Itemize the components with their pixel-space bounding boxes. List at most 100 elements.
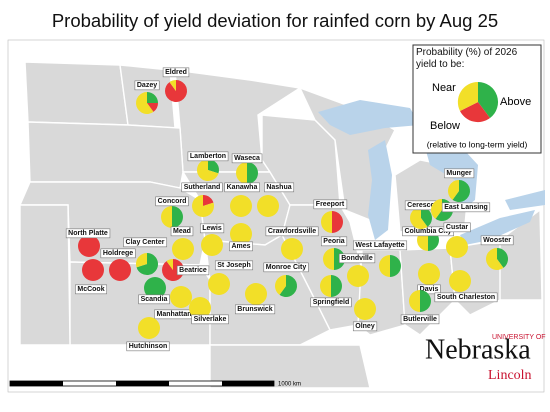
site-label: Lewis (202, 225, 222, 232)
site: Wooster (480, 235, 514, 271)
pie-slice-near (257, 195, 279, 217)
pie-slice-near (281, 238, 303, 260)
label-box (65, 228, 111, 239)
label-box (155, 196, 189, 207)
pie-slice-near (446, 236, 468, 258)
pie-slice-above (144, 277, 166, 299)
legend-below: Below (430, 120, 460, 132)
site: North Platte (65, 228, 111, 257)
site: Concord (155, 196, 189, 228)
pie-slice-above (147, 92, 158, 103)
site: Olney (352, 298, 378, 332)
site-label: Nashua (266, 184, 291, 191)
label-box (338, 253, 376, 264)
lake-michigan (368, 140, 392, 240)
label-box (234, 304, 276, 315)
site-label: Clay Center (126, 239, 165, 246)
site-label: Hutchinson (129, 343, 168, 350)
pie-slice-above (331, 275, 342, 297)
pie-slice-below (203, 195, 214, 206)
pie-slice-near (169, 80, 176, 91)
pie-slice-above (172, 206, 183, 228)
legend-note: (relative to long-term yield) (427, 139, 528, 149)
pie-slice-near (274, 275, 286, 295)
site: Mead (170, 226, 194, 260)
pie-slice-above (421, 207, 433, 227)
label-box (126, 341, 170, 352)
site-label: Holdrege (103, 250, 133, 257)
site: Springfield (310, 275, 352, 308)
label-box (400, 314, 440, 325)
pie-slice-near (486, 248, 504, 271)
legend-heading: Probability (%) of 2026 yield to be: (416, 47, 518, 70)
label-box (138, 294, 170, 305)
label-box (264, 182, 295, 193)
lake-ontario (505, 190, 545, 210)
pie-slice-near (347, 265, 369, 287)
label-box (443, 222, 471, 233)
scale-segment (222, 381, 274, 386)
label-box (444, 168, 475, 179)
pie-slice-near (208, 273, 230, 295)
site-label: Peoria (323, 238, 345, 245)
site-label: South Charleston (437, 294, 495, 301)
site-label: Eldred (165, 69, 187, 76)
site-label: Ames (231, 243, 250, 250)
legend-heading-box: Probability (%) of 2026 yield to be: (416, 47, 518, 70)
legend-near: Near (432, 82, 456, 94)
pie-slice-above (279, 275, 297, 297)
label-box (231, 153, 263, 164)
site-label: Columbia City (404, 228, 451, 235)
site-label: Waseca (234, 155, 260, 162)
label-box (191, 314, 229, 325)
site: St Joseph (208, 260, 254, 295)
pie-slice-near (245, 283, 267, 305)
state (19, 204, 71, 346)
pie-slice-below (161, 259, 184, 281)
pie-slice-near (323, 248, 334, 270)
label-box (434, 292, 498, 303)
title: Probability of yield deviation for rainf… (52, 10, 498, 31)
site: Dazey (134, 80, 160, 115)
legend-pie-near (457, 81, 478, 111)
logo-top: UNIVERSITY OF (492, 334, 546, 341)
site-label: Monroe City (266, 264, 307, 271)
site-label: West Lafayette (355, 242, 404, 249)
label-box (353, 240, 408, 251)
site: Bondville (338, 253, 376, 287)
site-label: Brunswick (237, 306, 273, 313)
label-box (134, 80, 160, 91)
scale-segment (116, 381, 169, 386)
label-box (480, 235, 514, 246)
site: South Charleston (434, 270, 498, 303)
pie-slice-above (420, 290, 431, 312)
pie-slice-below (147, 103, 158, 112)
label-box (187, 151, 229, 162)
site: Freeport (313, 199, 348, 233)
pie-slice-above (390, 255, 401, 277)
site: Custar (443, 222, 471, 258)
site: Waseca (231, 153, 263, 184)
site: Sutherland (181, 182, 223, 218)
site-label: Wooster (483, 237, 511, 244)
pie-slice-near (410, 207, 428, 229)
pie-slice-above (136, 253, 158, 275)
scale-bar: 1000 km (9, 380, 301, 388)
site: McCook (75, 259, 108, 295)
site: Monroe City (263, 262, 309, 297)
pie-slice-near (189, 297, 211, 319)
pie-slice-near (197, 159, 219, 182)
logo: UNIVERSITY OF Nebraska Lincoln (425, 334, 546, 383)
site-label: Munger (446, 170, 472, 177)
site-label: Mead (173, 228, 191, 235)
site: Crawfordsville (265, 226, 319, 260)
site: Davis (417, 263, 441, 295)
pie-slice-near (201, 234, 223, 256)
pie-slice-near (379, 255, 390, 277)
site-label: Custar (446, 224, 468, 231)
scale-segment (10, 381, 63, 386)
pie-slice-near (321, 211, 332, 233)
label-box (229, 241, 253, 252)
pie-slice-near (230, 223, 252, 245)
site-label: Scandia (141, 296, 168, 303)
